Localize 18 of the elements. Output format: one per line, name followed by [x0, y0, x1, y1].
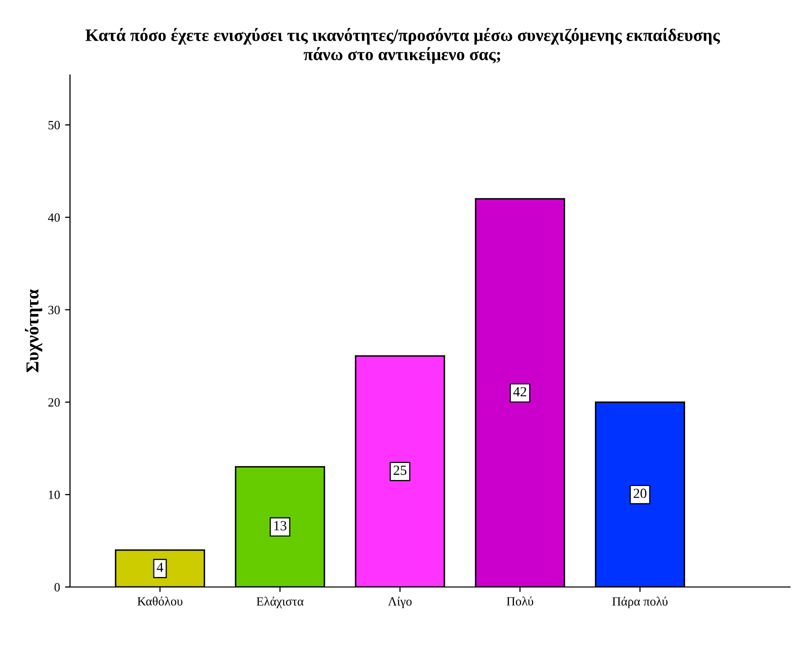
x-tick-label: Λίγο: [388, 596, 412, 608]
x-tick-label: Πάρα πολύ: [612, 596, 668, 608]
y-tick-label: 40: [48, 213, 60, 222]
y-axis-title: Συχνότητα: [24, 289, 42, 372]
data-label: 25: [394, 466, 406, 475]
x-tick-label: Καθόλου: [137, 596, 182, 606]
data-label: 13: [274, 521, 286, 530]
y-tick-label: 50: [48, 120, 60, 130]
y-tick-label: 20: [48, 398, 60, 407]
y-tick-label: 0: [54, 583, 60, 592]
y-tick-label: 30: [48, 306, 60, 314]
x-tick-label: Πολύ: [506, 596, 534, 606]
chart-title: Κατά πόσο έχετε ενισχύσει τις ικανότητες/προσόντα μέσω συνεχιζόμενης εκπαίδευσης πάνω στο αντικείμενο σας;: [86, 28, 720, 64]
data-label: 20: [634, 488, 646, 498]
y-tick-label: 10: [48, 490, 60, 500]
data-label: 4: [156, 562, 164, 572]
x-tick-label: Ελάχιστα: [256, 596, 304, 608]
data-label: 42: [513, 387, 526, 396]
